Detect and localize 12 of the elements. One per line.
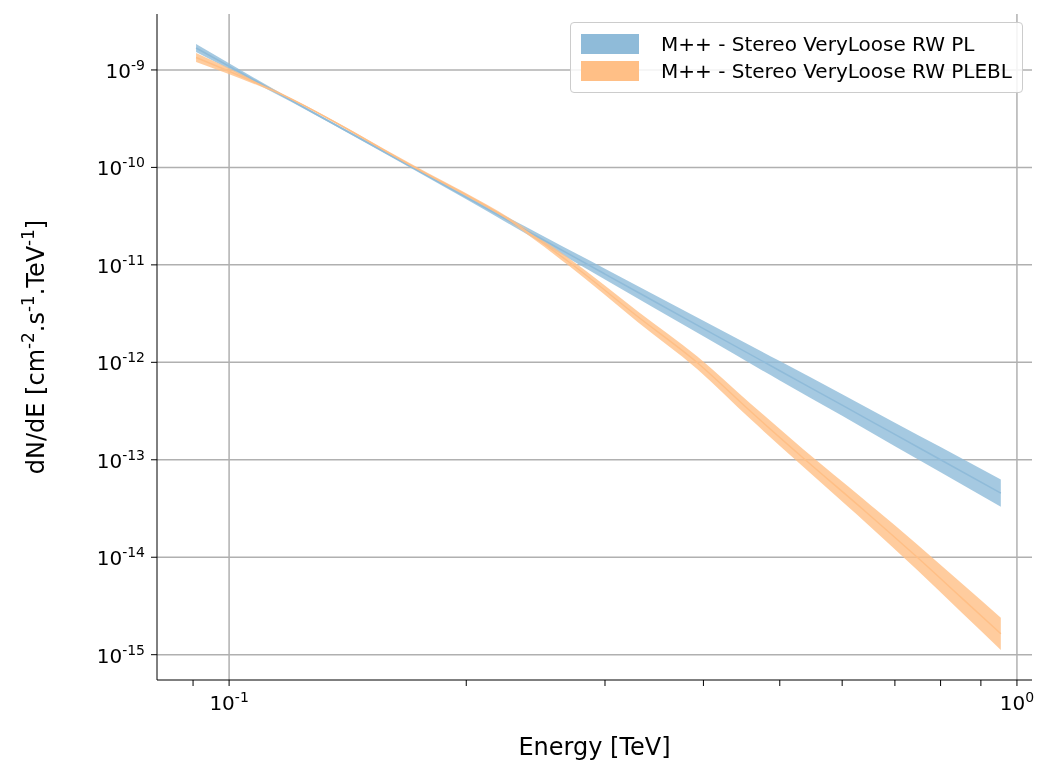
y-tick-label: 10$^{-9}$: [105, 56, 145, 83]
x-tick-label: 10$^{-1}$: [209, 689, 249, 715]
y-tick-label: 10$^{-13}$: [96, 446, 145, 473]
x-tick-label: 10$^{0}$: [999, 689, 1035, 715]
y-tick-label: 10$^{-14}$: [96, 544, 146, 571]
legend-label: M++ - Stereo VeryLoose RW PLEBL: [661, 59, 1012, 83]
y-tick-label: 10$^{-12}$: [96, 349, 145, 376]
legend-label: M++ - Stereo VeryLoose RW PL: [661, 32, 975, 56]
x-axis-title: Energy [TeV]: [518, 733, 671, 761]
y-tick-label: 10$^{-15}$: [96, 641, 145, 668]
y-tick-label: 10$^{-11}$: [96, 251, 145, 278]
y-tick-label: 10$^{-10}$: [96, 154, 145, 181]
